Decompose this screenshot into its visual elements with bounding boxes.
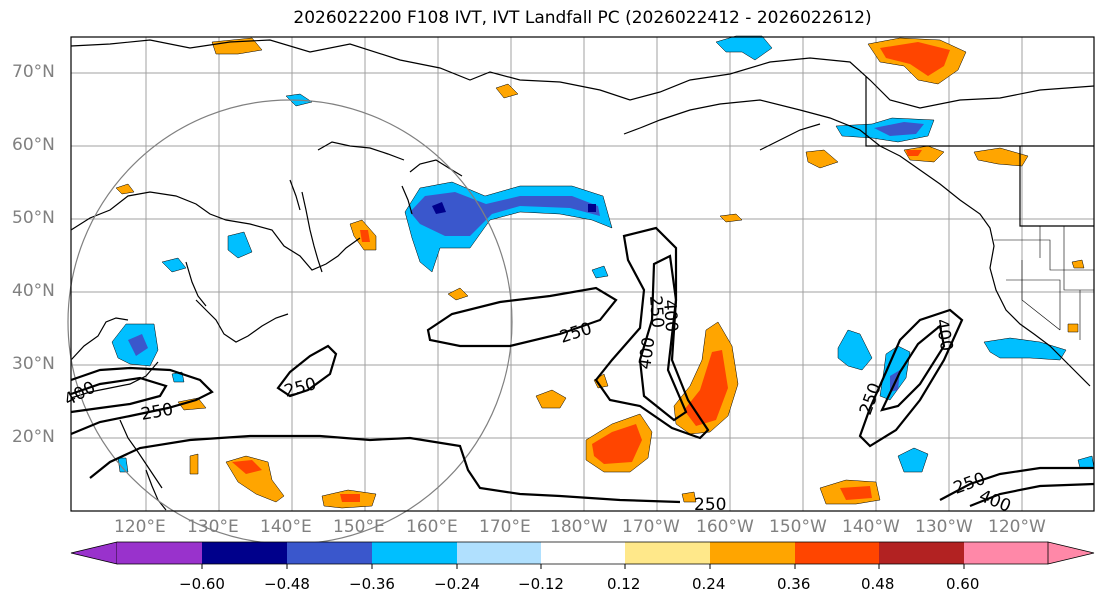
contour-label: 400 — [635, 336, 659, 371]
lon-label: 170°W — [622, 517, 680, 537]
lon-label: 170°E — [479, 517, 531, 537]
contour-label: 250 — [856, 380, 886, 417]
colorbar-tick-label: 0.60 — [946, 575, 980, 593]
lat-label: 60°N — [12, 135, 55, 155]
lon-label: 140°E — [260, 517, 312, 537]
colorbar-tick-label: −0.36 — [349, 575, 395, 593]
contour-label: 400 — [61, 378, 99, 411]
colorbar-bin — [202, 542, 287, 564]
landfall-region-circle — [67, 99, 513, 545]
coastlines — [70, 39, 1095, 511]
colorbar-tick-label: −0.60 — [179, 575, 225, 593]
contour-250-southeast — [939, 466, 1094, 501]
contour-400-west — [70, 376, 168, 414]
colorbar-bin — [372, 542, 457, 564]
colorbar-bin — [541, 542, 625, 564]
contour-250-japan — [276, 344, 338, 398]
contour-label: 400 — [659, 299, 681, 333]
contour-label: 250 — [282, 374, 319, 402]
lon-label: 160°E — [406, 517, 458, 537]
contour-250-south — [89, 434, 681, 504]
lon-label: 160°W — [696, 517, 754, 537]
colorbar-extend-high — [1047, 541, 1095, 565]
lat-label: 40°N — [12, 281, 55, 301]
lon-label: 120°E — [114, 517, 166, 537]
contour-250-east — [858, 308, 964, 448]
colorbar-tick-label: 0.24 — [692, 575, 726, 593]
colorbar-bin — [795, 542, 879, 564]
contour-400-hawaii-inner — [638, 254, 688, 422]
contour-label: 250 — [139, 400, 174, 425]
colorbar-bin — [879, 542, 964, 564]
colorbar-bin — [625, 542, 710, 564]
map-frame — [70, 36, 1095, 512]
lon-label: 130°W — [915, 517, 973, 537]
lon-label: 180°W — [550, 517, 608, 537]
contour-250-west — [70, 366, 214, 436]
colorbar-bin — [964, 542, 1048, 564]
colorbar-tick-label: −0.24 — [434, 575, 480, 593]
contour-label: 250 — [645, 295, 667, 329]
colorbar-extend-low — [70, 541, 118, 565]
colorbar-tick-label: 0.36 — [777, 575, 811, 593]
colorbar-tick-label: 0.12 — [607, 575, 641, 593]
colorbar-tick-label: −0.48 — [264, 575, 310, 593]
contour-label: 400 — [976, 486, 1014, 517]
contour-label: 250 — [557, 319, 594, 348]
contour-label: 250 — [694, 495, 726, 515]
contour-400-east — [880, 323, 946, 412]
lon-label: 120°W — [988, 517, 1046, 537]
colorbar — [70, 541, 1095, 569]
contour-250-central — [426, 286, 618, 348]
colorbar-bin — [287, 542, 372, 564]
colorbar-bin — [117, 542, 202, 564]
lat-label: 30°N — [12, 354, 55, 374]
lon-label: 130°E — [187, 517, 239, 537]
lon-label: 150°W — [769, 517, 827, 537]
lon-label: 140°W — [842, 517, 900, 537]
lat-label: 50°N — [12, 208, 55, 228]
us-state-borders — [994, 226, 1094, 340]
graticule — [71, 37, 1094, 511]
map-title: 2026022200 F108 IVT, IVT Landfall PC (20… — [293, 8, 872, 28]
colorbar-bin — [457, 542, 541, 564]
contour-label-layer: 250 250 250 250 250 250 400 400 400 400 … — [61, 295, 1014, 517]
contour-400-southeast — [969, 482, 1095, 508]
colorbar-bin — [710, 542, 795, 564]
colorbar-tick-label: −0.12 — [518, 575, 564, 593]
contour-label: 400 — [931, 317, 956, 352]
colorbar-tick-label: 0.48 — [861, 575, 895, 593]
lat-label: 70°N — [12, 62, 55, 82]
lat-label: 20°N — [12, 427, 55, 447]
neg-anomaly-kamchatka-core — [410, 192, 600, 236]
ivt-anomaly-shading — [111, 35, 1095, 509]
contour-250-hawaii-outer — [594, 226, 710, 440]
lon-label: 150°E — [333, 517, 385, 537]
ivt-contours — [70, 226, 1095, 508]
